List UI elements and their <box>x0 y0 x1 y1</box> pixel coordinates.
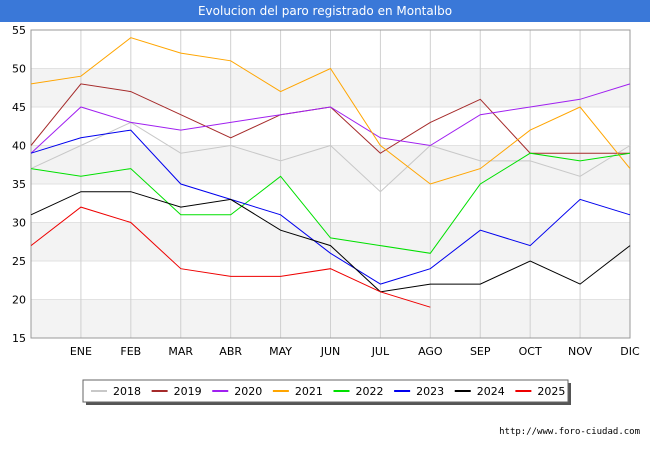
series-line-2020 <box>30 83 631 154</box>
x-tick-label: SEP <box>470 345 491 358</box>
y-tick-label: 25 <box>12 255 26 268</box>
legend-label-2019: 2019 <box>174 385 202 398</box>
legend-label-2022: 2022 <box>356 385 384 398</box>
series-line-2022 <box>30 152 631 254</box>
x-tick-label: JUN <box>320 345 341 358</box>
y-tick-label: 40 <box>12 140 26 153</box>
legend-label-2024: 2024 <box>477 385 505 398</box>
series-line-2025 <box>30 206 431 308</box>
x-tick-label: NOV <box>568 345 593 358</box>
series-line-2023 <box>30 129 631 285</box>
x-tick-label: ENE <box>70 345 92 358</box>
x-tick-label: AGO <box>418 345 443 358</box>
x-tick-label: MAR <box>168 345 193 358</box>
y-tick-label: 15 <box>12 332 26 345</box>
y-tick-label: 30 <box>12 217 26 230</box>
series-line-2021 <box>30 37 631 185</box>
x-tick-label: MAY <box>269 345 292 358</box>
source-url: http://www.foro-ciudad.com <box>499 427 640 437</box>
x-tick-label: OCT <box>519 345 542 358</box>
y-tick-label: 20 <box>12 294 26 307</box>
series-line-2024 <box>30 191 631 293</box>
y-tick-label: 55 <box>12 24 26 37</box>
x-tick-label: ABR <box>219 345 242 358</box>
y-tick-label: 35 <box>12 178 26 191</box>
legend-label-2025: 2025 <box>537 385 565 398</box>
legend-box <box>82 379 569 403</box>
x-tick-label: DIC <box>620 345 640 358</box>
legend-label-2023: 2023 <box>416 385 444 398</box>
y-tick-label: 45 <box>12 101 26 114</box>
chart-title-bar: Evolucion del paro registrado en Montalb… <box>0 0 650 22</box>
plot-frame <box>30 29 631 339</box>
x-tick-label: JUL <box>371 345 390 358</box>
legend-label-2021: 2021 <box>295 385 323 398</box>
y-tick-label: 50 <box>12 63 26 76</box>
x-tick-label: FEB <box>120 345 141 358</box>
chart-title: Evolucion del paro registrado en Montalb… <box>197 4 453 18</box>
legend-label-2018: 2018 <box>113 385 141 398</box>
legend-label-2020: 2020 <box>234 385 262 398</box>
